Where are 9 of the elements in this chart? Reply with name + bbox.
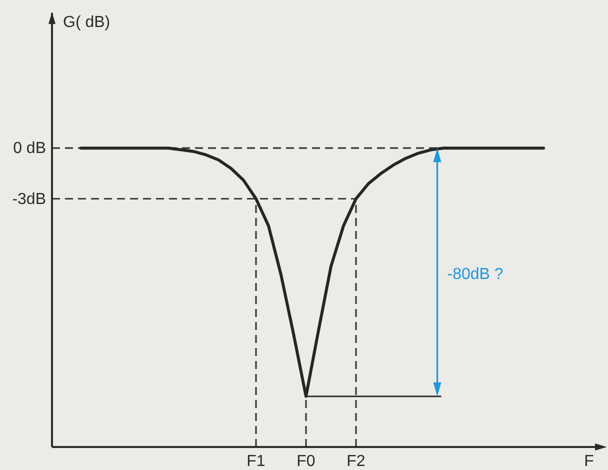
- y-tick-label: 0 dB: [13, 140, 46, 157]
- y-tick-label: -3dB: [12, 190, 46, 208]
- x-axis-title: F: [584, 452, 594, 470]
- annotation: -80dB ?: [447, 266, 504, 283]
- x-tick-label: F1: [246, 452, 266, 470]
- line-series: [80, 146, 545, 398]
- x-tick-label: F2: [346, 452, 366, 470]
- y-axis-title: G( dB): [63, 14, 110, 30]
- x-tick-label: F0: [296, 452, 316, 470]
